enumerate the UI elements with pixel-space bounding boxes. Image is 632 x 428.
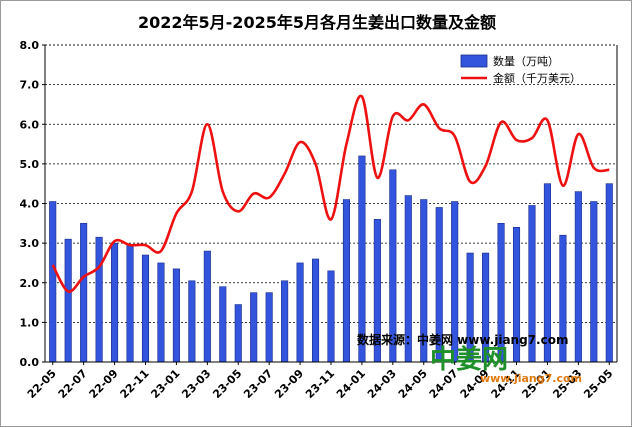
- legend-swatch-bar: [461, 55, 487, 67]
- bar: [250, 293, 256, 362]
- y-tick-label: 0.0: [20, 356, 40, 369]
- bar: [591, 202, 597, 362]
- y-tick-label: 1.0: [20, 316, 40, 329]
- bar: [96, 237, 102, 362]
- y-tick-label: 7.0: [20, 79, 40, 92]
- bar: [606, 184, 612, 362]
- bar: [575, 192, 581, 362]
- y-axis: 0.0 1.0 2.0 3.0 4.0 5.0 6.0 7.0 8.0: [20, 39, 46, 369]
- y-tick-label: 5.0: [20, 158, 40, 171]
- y-tick-label: 2.0: [20, 277, 40, 290]
- bar: [158, 263, 164, 362]
- line-series: [53, 96, 610, 292]
- legend: 数量（万吨） 金额（千万美元）: [461, 55, 581, 85]
- bar: [235, 305, 241, 362]
- bar: [297, 263, 303, 362]
- x-tick-label: 25-05: [581, 367, 615, 401]
- y-tick-label: 6.0: [20, 118, 40, 131]
- x-tick-label: 23-09: [272, 367, 306, 401]
- x-tick-label: 23-05: [210, 367, 244, 401]
- x-tick-label: 24-03: [365, 367, 399, 401]
- bar: [80, 223, 86, 362]
- x-tick-label: 23-03: [179, 367, 213, 401]
- bar: [49, 202, 55, 362]
- x-tick-label: 22-09: [87, 367, 121, 401]
- bar: [173, 269, 179, 362]
- x-tick-label: 23-01: [148, 367, 182, 401]
- bar: [127, 245, 133, 362]
- bar: [142, 255, 148, 362]
- bar: [359, 156, 365, 362]
- legend-label-line: 金额（千万美元）: [493, 71, 581, 85]
- x-tick-label: 23-11: [303, 367, 337, 401]
- chart-title: 2022年5月-2025年5月各月生姜出口数量及金额: [138, 13, 496, 32]
- bar: [328, 271, 334, 362]
- bar: [111, 243, 117, 362]
- bar: [312, 259, 318, 362]
- bar: [204, 251, 210, 362]
- bar: [266, 293, 272, 362]
- x-tick-label: 22-05: [25, 367, 59, 401]
- bar-series: [49, 156, 612, 362]
- bar: [65, 239, 71, 362]
- legend-label-bar: 数量（万吨）: [493, 55, 559, 68]
- bar: [189, 281, 195, 362]
- bar: [281, 281, 287, 362]
- bar: [343, 200, 349, 362]
- x-tick-label: 24-05: [396, 367, 430, 401]
- x-tick-label: 23-07: [241, 367, 275, 401]
- watermark-brand: 中姜网: [430, 344, 508, 375]
- x-tick-label: 24-01: [334, 367, 368, 401]
- watermark-url: www.jiang7.com: [480, 372, 582, 385]
- x-tick-label: 22-11: [118, 367, 152, 401]
- amount-line: [53, 96, 610, 292]
- x-tick-label: 22-07: [56, 367, 90, 401]
- y-tick-label: 4.0: [20, 198, 40, 211]
- y-tick-label: 8.0: [20, 39, 40, 52]
- bar: [220, 287, 226, 362]
- y-tick-label: 3.0: [20, 237, 40, 250]
